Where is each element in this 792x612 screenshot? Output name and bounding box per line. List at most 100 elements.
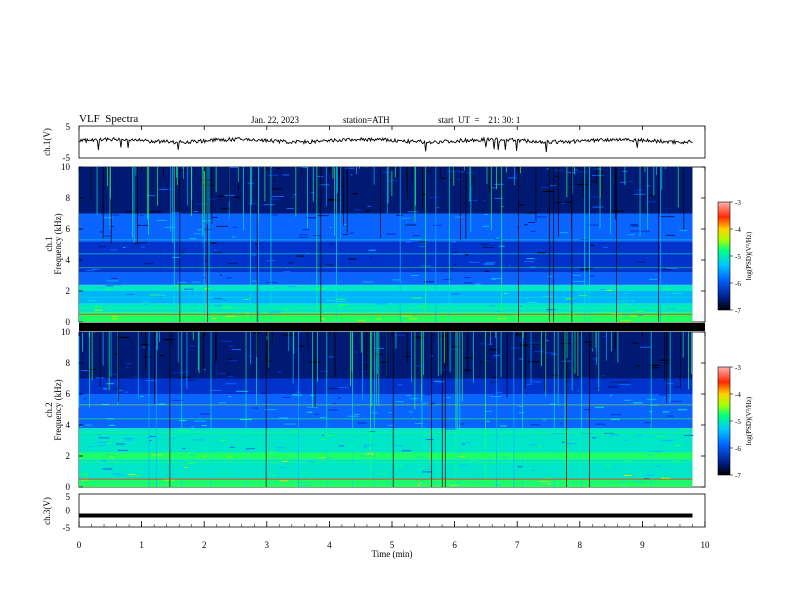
spectrogram-speckle	[116, 443, 125, 445]
spectrogram-speckle	[620, 320, 632, 322]
spectrogram-speckle	[675, 476, 687, 478]
spectrogram-speckle	[479, 343, 485, 345]
spectrogram-speckle	[577, 433, 585, 435]
ch1-spectrogram-image	[79, 167, 693, 322]
time-tick-label: 8	[578, 540, 583, 550]
spectrogram-speckle	[126, 294, 135, 296]
spectrogram-speckle	[432, 334, 435, 336]
spectrogram-speckle	[577, 238, 589, 240]
spectrogram-speckle	[457, 268, 469, 270]
spectrogram-speckle	[229, 167, 238, 169]
spectrogram-speckle	[326, 483, 337, 485]
spectrogram-speckle	[314, 246, 322, 248]
spectrogram-speckle	[140, 395, 144, 397]
spectrogram-speckle	[150, 476, 156, 478]
ch1-ylabel: ch.1(V)	[42, 128, 52, 156]
spectrogram-speckle	[634, 193, 646, 195]
spectrogram-speckle	[85, 424, 93, 426]
spectrogram-speckle	[264, 409, 276, 411]
spectrogram-speckle	[546, 168, 550, 170]
spectrogram-speckle	[396, 214, 403, 216]
spectrogram-speckle	[132, 376, 136, 378]
spectrogram-speckle	[520, 400, 523, 402]
spectrogram-speckle	[489, 381, 499, 383]
spectrogram-speckle	[109, 405, 122, 407]
spectrogram-speckle	[447, 364, 456, 366]
spectrogram-speckle	[624, 292, 629, 294]
spectrogram-speckle	[664, 266, 676, 268]
spectrogram-speckle	[214, 298, 223, 300]
spectrogram-speckle	[471, 179, 484, 181]
spectrogram-speckle	[611, 210, 624, 212]
spectrogram-speckle	[141, 246, 145, 248]
spectrogram-speckle	[326, 300, 335, 302]
spectrogram-speckle	[239, 182, 247, 184]
spectrogram-speckle	[178, 430, 190, 432]
spectrogram-speckle	[458, 423, 465, 425]
spectrogram-speckle	[80, 370, 89, 372]
spectrogram-speckle	[327, 387, 339, 389]
spectrogram-speckle	[631, 225, 641, 227]
spectrogram-speckle	[518, 204, 525, 206]
spectrogram-speckle	[145, 380, 157, 382]
time-tick-label: 3	[265, 540, 270, 550]
spectrogram-speckle	[296, 255, 305, 257]
spectrogram-speckle	[467, 441, 471, 443]
spectrogram-speckle	[593, 194, 600, 196]
spectrogram-speckle	[183, 248, 186, 250]
spectrogram-speckle	[289, 276, 294, 278]
spectrogram-speckle	[567, 443, 576, 445]
spectrogram-speckle	[595, 456, 598, 458]
spectrogram-band	[79, 479, 693, 487]
ch2-spectrogram-image	[78, 332, 694, 487]
spectrogram-speckle	[322, 434, 325, 436]
spectrogram-speckle	[292, 474, 301, 476]
spectrogram-speckle	[332, 403, 337, 405]
spectrogram-speckle	[421, 466, 425, 468]
spectrogram-speckle	[413, 336, 425, 338]
spectrogram-speckle	[601, 268, 613, 270]
spectrogram-speckle	[636, 434, 643, 436]
spectrogram-speckle	[337, 300, 348, 302]
spectrogram-speckle	[142, 346, 146, 348]
spectrogram-speckle	[329, 243, 335, 245]
spectrogram-speckle	[320, 438, 327, 440]
spectrogram-speckle	[458, 456, 465, 458]
spectrogram-speckle	[387, 483, 396, 485]
spectrogram-speckle	[375, 332, 381, 334]
spectrogram-speckle	[135, 475, 142, 477]
spectrogram-speckle	[493, 202, 497, 204]
colorbar-ch1: -3 -4 -5 -6 -7 log(PSD)(V²/Hz)	[717, 199, 753, 315]
spectrogram-speckle	[119, 474, 124, 476]
spectrogram-speckle	[464, 254, 469, 256]
spectrogram-speckle	[662, 269, 672, 271]
spectrogram-speckle	[667, 451, 674, 453]
spectrogram-speckle	[197, 241, 203, 243]
spectrogram-speckle	[457, 179, 462, 181]
spectrogram-speckle	[125, 363, 132, 365]
spectrogram-speckle	[172, 399, 184, 401]
spectrogram-speckle	[450, 241, 456, 243]
spectrogram-speckle	[189, 383, 197, 385]
spectrogram-speckle	[484, 410, 493, 412]
spectrogram-speckle	[189, 237, 197, 239]
spectrogram-speckle	[481, 243, 489, 245]
spectrogram-speckle	[229, 374, 238, 376]
spectrogram-speckle	[405, 201, 416, 203]
spectrogram-speckle	[514, 179, 518, 181]
spectrogram-speckle	[206, 198, 216, 200]
spectrogram-speckle	[299, 234, 308, 236]
freq-tick-label: 4	[66, 255, 71, 265]
spectrogram-speckle	[172, 256, 181, 258]
spectrogram-speckle	[469, 223, 480, 225]
spectrogram-speckle	[523, 261, 535, 263]
spectrogram-speckle	[426, 170, 431, 172]
spectrogram-speckle	[633, 480, 644, 482]
spectrogram-speckle	[519, 358, 523, 360]
spectrogram-speckle	[200, 179, 213, 181]
spectrogram-speckle	[491, 425, 501, 427]
spectrogram-speckle	[592, 462, 598, 464]
spectrogram-speckle	[349, 232, 354, 234]
spectrogram-speckle	[660, 216, 665, 218]
spectrogram-speckle	[671, 400, 682, 402]
